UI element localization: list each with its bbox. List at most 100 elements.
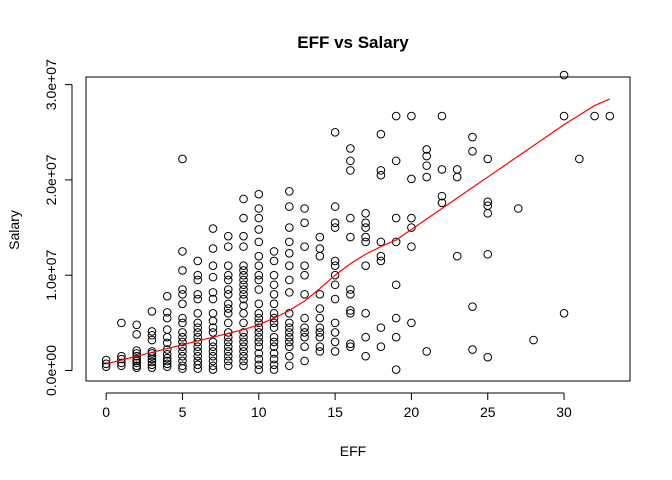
data-point bbox=[208, 323, 218, 332]
data-point bbox=[559, 70, 569, 80]
data-point bbox=[407, 242, 416, 251]
x-tick-label: 25 bbox=[480, 404, 496, 420]
data-point bbox=[315, 232, 325, 242]
data-point bbox=[147, 354, 157, 364]
trend-line bbox=[106, 98, 611, 365]
data-point bbox=[193, 294, 203, 304]
data-point bbox=[285, 249, 294, 258]
data-point bbox=[162, 362, 172, 372]
data-point bbox=[315, 328, 325, 337]
data-point bbox=[376, 129, 386, 139]
data-point bbox=[269, 318, 279, 328]
data-point bbox=[162, 308, 172, 317]
y-tick-label: 1.0e+07 bbox=[43, 250, 59, 301]
trend-line-group bbox=[106, 98, 611, 365]
data-point bbox=[483, 352, 493, 362]
data-point bbox=[254, 337, 264, 347]
data-point bbox=[391, 280, 401, 290]
data-point bbox=[285, 332, 294, 342]
data-point bbox=[300, 313, 309, 323]
data-point bbox=[361, 208, 370, 218]
data-points bbox=[101, 70, 615, 374]
y-tick-label: 0.0e+00 bbox=[43, 345, 59, 396]
data-point bbox=[147, 307, 157, 316]
data-point bbox=[300, 261, 309, 270]
data-point bbox=[422, 151, 431, 161]
data-point bbox=[361, 223, 370, 232]
y-axis: 0.0e+00 1.0e+07 2.0e+07 3.0e+07 bbox=[43, 59, 73, 396]
data-point bbox=[575, 154, 584, 164]
data-point bbox=[315, 304, 325, 313]
data-point bbox=[269, 342, 279, 351]
data-point bbox=[346, 285, 355, 294]
data-point bbox=[162, 356, 172, 366]
data-point bbox=[239, 194, 248, 204]
data-point bbox=[178, 289, 187, 299]
data-point bbox=[300, 328, 309, 337]
data-point bbox=[254, 225, 264, 234]
data-point bbox=[285, 202, 294, 211]
data-point bbox=[162, 359, 172, 369]
data-point bbox=[178, 351, 187, 361]
data-point bbox=[193, 342, 203, 351]
data-point bbox=[117, 318, 126, 328]
data-point bbox=[376, 256, 386, 266]
data-point bbox=[208, 347, 218, 356]
data-point bbox=[269, 270, 279, 280]
x-tick-label: 5 bbox=[179, 404, 187, 420]
data-point bbox=[330, 261, 340, 270]
data-point bbox=[254, 342, 264, 351]
data-point bbox=[254, 323, 264, 332]
data-point bbox=[376, 166, 386, 175]
data-point bbox=[285, 223, 294, 232]
data-point bbox=[300, 332, 309, 342]
data-point bbox=[162, 338, 172, 348]
x-axis: 0 5 10 15 20 25 30 bbox=[102, 392, 572, 420]
data-point bbox=[208, 342, 218, 351]
data-point bbox=[285, 342, 294, 351]
data-point bbox=[468, 132, 477, 142]
data-point bbox=[193, 309, 203, 318]
data-point bbox=[254, 360, 264, 370]
data-point bbox=[269, 309, 279, 318]
data-point bbox=[178, 154, 187, 164]
data-point bbox=[269, 365, 279, 374]
data-point bbox=[193, 347, 203, 356]
data-point bbox=[361, 232, 370, 242]
data-point bbox=[178, 364, 187, 373]
data-point bbox=[269, 349, 279, 358]
data-point bbox=[147, 357, 157, 367]
data-point bbox=[239, 309, 248, 318]
data-point bbox=[346, 166, 355, 175]
data-point bbox=[147, 363, 157, 372]
data-point bbox=[376, 237, 386, 247]
data-point bbox=[437, 111, 447, 121]
data-point bbox=[605, 111, 615, 121]
data-point bbox=[300, 323, 309, 332]
data-point bbox=[193, 360, 203, 370]
data-point bbox=[269, 360, 279, 370]
data-point bbox=[239, 266, 248, 275]
x-tick-label: 0 bbox=[102, 404, 110, 420]
data-point bbox=[254, 365, 264, 374]
data-point bbox=[254, 354, 264, 364]
data-point bbox=[239, 261, 248, 270]
data-point bbox=[330, 280, 340, 290]
data-point bbox=[162, 291, 172, 301]
data-point bbox=[269, 313, 279, 323]
data-point bbox=[376, 342, 386, 351]
data-point bbox=[178, 328, 187, 337]
data-point bbox=[223, 261, 233, 270]
data-point bbox=[223, 299, 233, 309]
data-point bbox=[269, 337, 279, 347]
data-point bbox=[468, 147, 477, 156]
data-point bbox=[285, 275, 294, 285]
y-tick-label: 3.0e+07 bbox=[43, 59, 59, 110]
data-point bbox=[391, 332, 401, 342]
data-point bbox=[223, 275, 233, 285]
data-point bbox=[346, 339, 355, 349]
data-point bbox=[300, 342, 309, 351]
data-point bbox=[223, 289, 233, 299]
data-point bbox=[208, 316, 218, 326]
data-point bbox=[101, 362, 111, 372]
